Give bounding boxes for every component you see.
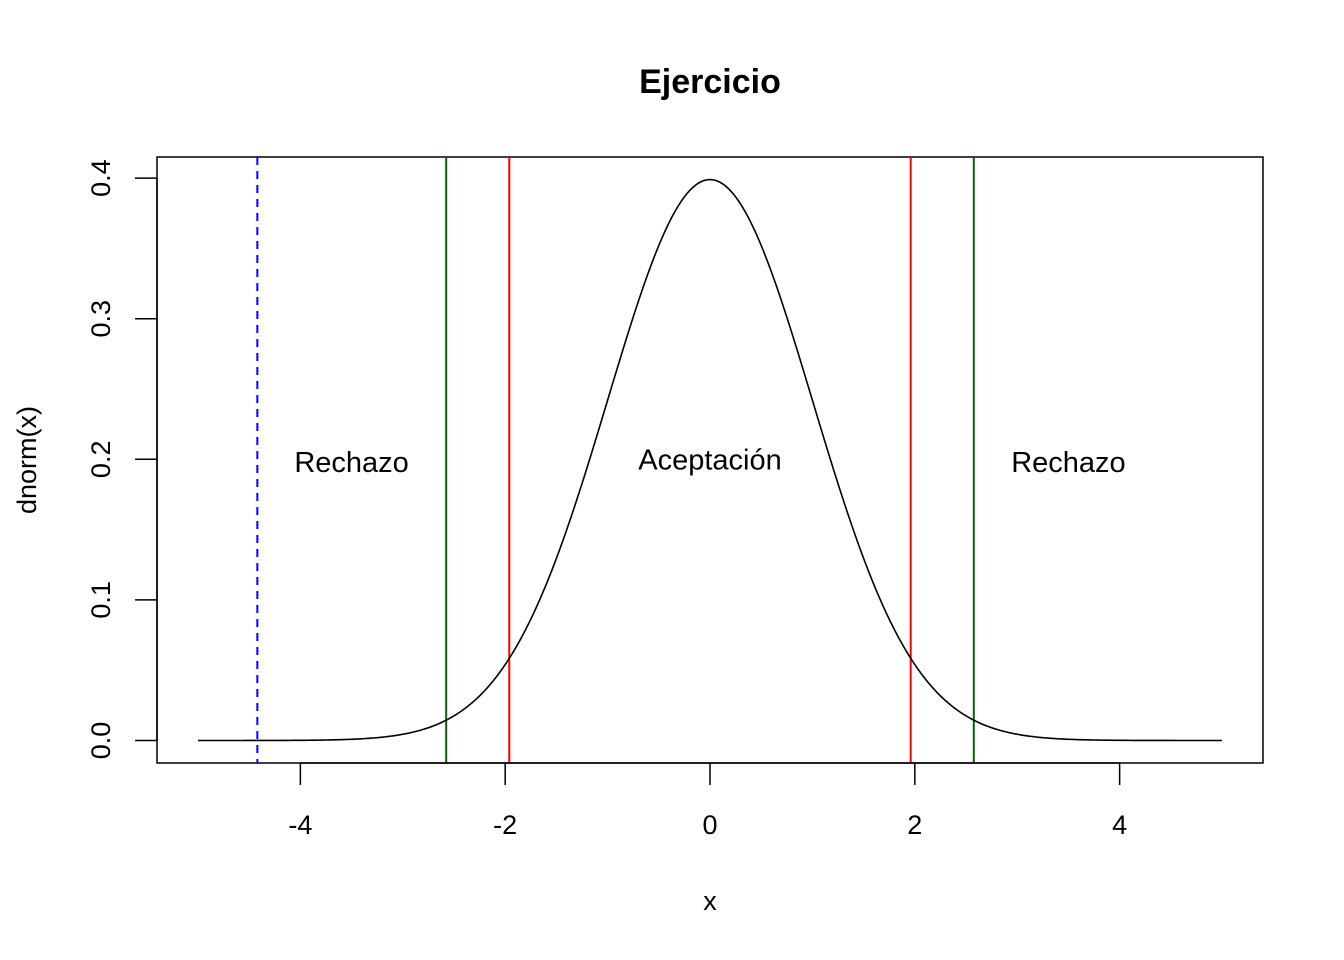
y-axis-label: dnorm(x): [12, 406, 42, 514]
x-tick-label: 2: [907, 810, 922, 840]
y-tick-label: 0.4: [86, 159, 116, 197]
x-axis: -4 -2 0 2 4: [288, 762, 1127, 840]
y-tick-label: 0.3: [86, 300, 116, 338]
x-tick-label: -4: [288, 810, 312, 840]
y-axis: 0.0 0.1 0.2 0.3 0.4: [86, 159, 158, 760]
y-tick-label: 0.2: [86, 441, 116, 479]
x-tick-label: -2: [493, 810, 517, 840]
chart-title: Ejercicio: [639, 63, 781, 101]
x-tick-label: 4: [1112, 810, 1127, 840]
region-annotation: Rechazo: [294, 447, 408, 479]
density-curve: [197, 178, 1223, 742]
region-annotation: Aceptación: [638, 444, 782, 476]
region-annotation: Rechazo: [1011, 447, 1125, 479]
x-tick-label: 0: [702, 810, 717, 840]
x-axis-label: x: [703, 886, 717, 916]
y-tick-label: 0.1: [86, 581, 116, 619]
y-tick-label: 0.0: [86, 722, 116, 760]
